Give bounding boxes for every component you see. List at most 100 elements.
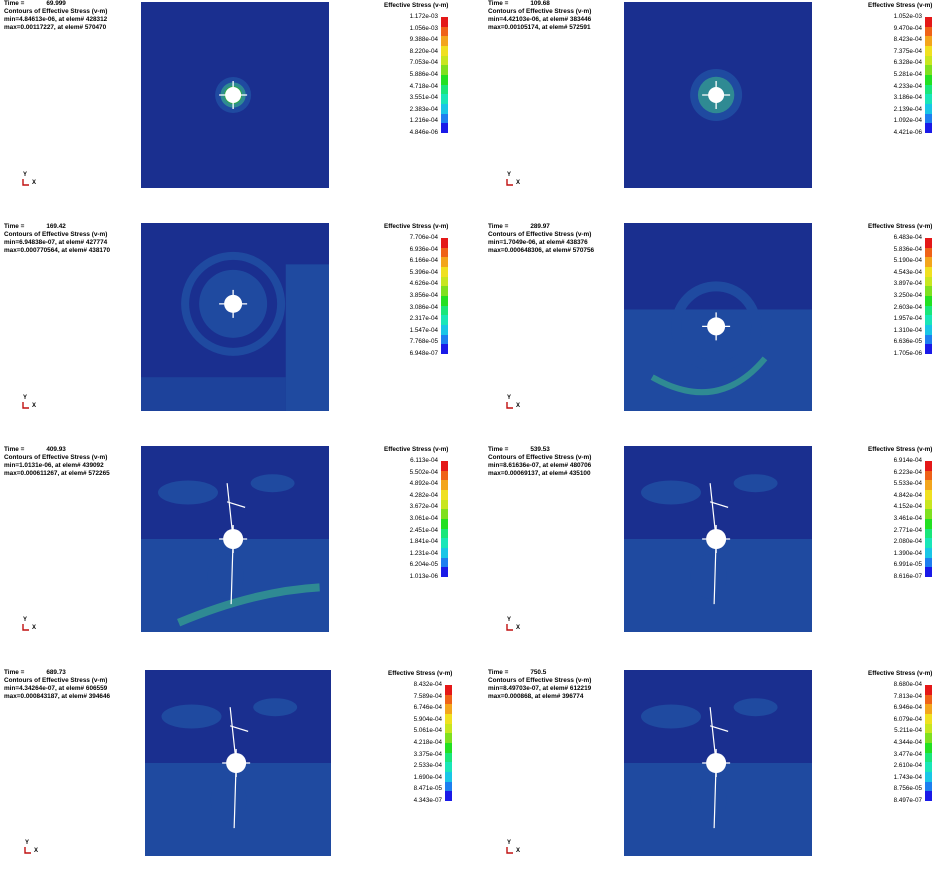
- legend-color-swatch: [925, 104, 932, 115]
- stress-patch: [161, 704, 222, 729]
- time-value: 750.5: [530, 669, 547, 676]
- min-readout: min=4.84613e-06, at elem# 428312: [4, 16, 108, 23]
- legend-tick-label: 6.204e-05: [409, 561, 438, 569]
- time-label: Time =: [488, 446, 509, 453]
- legend-tick-label: 6.914e-04: [893, 457, 922, 464]
- axis-triad-icon: [506, 847, 513, 854]
- stress-patch: [733, 698, 778, 717]
- contour-title: Contours of Effective Stress (v-m): [4, 8, 108, 15]
- legend-tick-label: 1.547e-04: [409, 326, 438, 334]
- legend-color-swatch: [441, 470, 448, 481]
- legend-color-swatch: [445, 743, 452, 754]
- time-label: Time =: [4, 669, 25, 676]
- crack-cross: [219, 525, 248, 553]
- min-readout: min=8.49703e-07, at elem# 612219: [488, 685, 592, 692]
- axis-x-label: X: [32, 403, 37, 409]
- legend-title: Effective Stress (v-m): [868, 223, 933, 230]
- legend-color-swatch: [925, 781, 932, 792]
- legend-color-swatch: [925, 704, 932, 715]
- legend-color-swatch: [925, 685, 932, 696]
- legend-tick-label: 2.533e-04: [413, 762, 442, 770]
- legend-color-swatch: [925, 296, 932, 307]
- legend-tick-label: 4.344e-04: [893, 739, 922, 746]
- contour-plot: [624, 223, 812, 411]
- stress-patch: [641, 704, 701, 729]
- legend-tick-label: 5.904e-04: [413, 715, 442, 723]
- legend-color-swatch: [441, 26, 448, 37]
- color-legend: Effective Stress (v-m) 8.680e-04 7.813e-0…: [868, 670, 938, 807]
- axis-x-label: X: [516, 848, 521, 854]
- legend-title: Effective Stress (v-m): [384, 446, 449, 453]
- legend-tick-label: 6.991e-05: [893, 561, 922, 569]
- stress-patch: [733, 474, 778, 493]
- contour-panel: Time = 69.999 Contours of Effective Stres…: [0, 0, 457, 222]
- max-readout: max=0.00117227, at elem# 570470: [4, 24, 107, 31]
- legend-scale: 6.113e-04 5.502e-04 4.892e-04 4.282e-04 3.67…: [384, 457, 454, 583]
- legend-color-swatch: [445, 714, 452, 725]
- legend-tick-label: 4.282e-04: [409, 491, 438, 499]
- legend-tick-label: 5.886e-04: [409, 71, 438, 78]
- legend-color-swatch: [925, 123, 932, 134]
- legend-color-swatch: [441, 238, 448, 249]
- legend-color-swatch: [441, 519, 448, 530]
- legend-color-swatch: [925, 113, 932, 124]
- max-readout: max=0.00105174, at elem# 572591: [488, 24, 591, 31]
- stress-arc: [177, 583, 320, 627]
- axis-y-label: Y: [23, 617, 28, 623]
- legend-tick-label: 6.936e-04: [409, 245, 438, 253]
- legend-color-swatch: [925, 762, 932, 773]
- legend-tick-label: 2.080e-04: [893, 538, 922, 546]
- legend-tick-label: 3.461e-04: [893, 515, 922, 522]
- legend-color-swatch: [925, 286, 932, 297]
- time-value: 539.53: [530, 446, 550, 453]
- legend-tick-label: 6.079e-04: [893, 715, 922, 723]
- legend-tick-label: 5.211e-04: [894, 727, 922, 735]
- contour-panel: Time = 109.68 Contours of Effective Stres…: [484, 0, 941, 222]
- legend-tick-label: 1.231e-04: [409, 549, 438, 557]
- time-label: Time =: [4, 0, 25, 7]
- legend-color-swatch: [441, 490, 448, 501]
- time-line: Time = 289.97: [488, 223, 594, 231]
- stress-patch: [210, 778, 247, 823]
- legend-color-swatch: [925, 752, 932, 763]
- legend-color-swatch: [441, 315, 448, 326]
- legend-color-swatch: [925, 528, 932, 539]
- legend-tick-label: 3.375e-04: [413, 750, 442, 758]
- legend-tick-label: 4.846e-06: [409, 129, 438, 136]
- legend-color-swatch: [445, 772, 452, 783]
- legend-color-swatch: [925, 36, 932, 47]
- legend-color-swatch: [925, 305, 932, 316]
- legend-color-swatch: [925, 334, 932, 345]
- max-readout: max=0.000868, at elem# 396774: [488, 693, 584, 700]
- legend-tick-label: 3.061e-04: [409, 515, 438, 522]
- legend-color-swatch: [925, 238, 932, 249]
- legend-tick-label: 3.672e-04: [409, 503, 438, 511]
- legend-tick-label: 2.771e-04: [893, 526, 922, 534]
- time-line: Time = 109.68: [488, 0, 591, 8]
- contour-panel: Time = 169.42 Contours of Effective Stres…: [0, 223, 457, 445]
- axis-triad-icon: [24, 847, 31, 854]
- min-readout: min=1.0131e-06, at elem# 439092: [4, 462, 104, 469]
- stress-patch: [250, 474, 295, 493]
- legend-color-swatch: [925, 75, 932, 86]
- crack-cross: [702, 749, 731, 777]
- contour-field: [141, 446, 329, 632]
- stress-patch: [158, 480, 218, 505]
- time-label: Time =: [4, 446, 25, 453]
- contour-panel: Time = 289.97 Contours of Effective Stres…: [484, 223, 941, 445]
- legend-color-swatch: [441, 557, 448, 568]
- legend-tick-label: 6.328e-04: [893, 59, 922, 67]
- legend-color-swatch: [925, 55, 932, 66]
- legend-color-swatch: [925, 267, 932, 278]
- legend-color-swatch: [925, 65, 932, 76]
- legend-tick-label: 3.477e-04: [893, 750, 922, 758]
- legend-tick-label: 7.053e-04: [409, 59, 438, 67]
- time-line: Time = 169.42: [4, 223, 110, 231]
- legend-tick-label: 2.383e-04: [409, 105, 438, 113]
- min-readout: min=4.42103e-06, at elem# 383446: [488, 16, 592, 23]
- legend-color-swatch: [441, 461, 448, 472]
- axis-x-label: X: [32, 180, 37, 186]
- legend-color-swatch: [441, 65, 448, 76]
- legend-scale: 1.172e-03 1.056e-03 9.388e-04 8.220e-04 7.05…: [384, 13, 454, 139]
- time-label: Time =: [488, 0, 509, 7]
